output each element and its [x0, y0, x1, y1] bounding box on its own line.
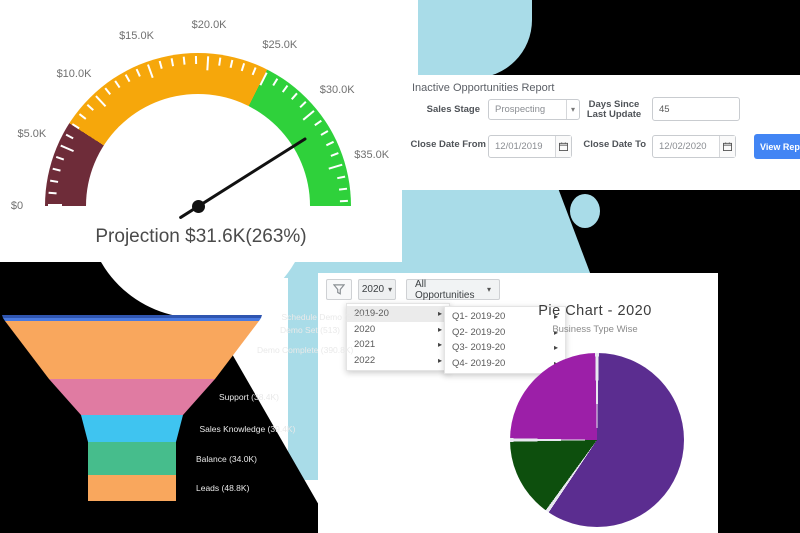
submenu-arrow-icon: ▸ [437, 355, 442, 365]
days-since-last-update-input[interactable] [652, 97, 740, 121]
chevron-down-icon: ▾ [388, 285, 393, 294]
opportunities-panel: 2020 ▾ All Opportunities ▾ 2019-20 ▸ 2020 ▸… [318, 273, 718, 533]
funnel-stage [88, 442, 176, 475]
gauge-tick-label: $10.0K [56, 68, 92, 81]
close-date-to-value: 12/02/2020 [659, 141, 707, 152]
days-since-last-update-label: Days Since Last Update [586, 99, 642, 120]
funnel-stage-label: Sales Knowledge (39.4K) [199, 423, 296, 434]
year-menu-item[interactable]: 2022 ▸ [347, 353, 449, 369]
year-menu-item-label: 2021 [354, 339, 376, 351]
year-dropdown-button[interactable]: 2020 ▾ [358, 279, 396, 300]
calendar-icon[interactable] [719, 136, 735, 157]
quarter-menu: Q1- 2019-20 ▸ Q2- 2019-20 ▸ Q3- 2019-20 ▸ Q4- … [444, 306, 566, 374]
pie-subtitle: Business Type Wise [552, 324, 638, 335]
year-menu-item[interactable]: 2020 ▸ [347, 322, 449, 338]
sales-stage-value: Prospecting [495, 104, 546, 115]
funnel-stage-label: Support (38.4K) [219, 392, 280, 402]
filter-icon [333, 284, 345, 295]
gauge-tick [194, 55, 198, 65]
close-date-from-value: 12/01/2019 [495, 141, 543, 152]
submenu-arrow-icon: ▸ [437, 309, 442, 319]
funnel-stage-label: Demo Complete (390.8K) [257, 345, 354, 355]
pie-chart [510, 353, 684, 527]
quarter-menu-item[interactable]: Q2- 2019-20 ▸ [445, 325, 565, 341]
gauge-tick-label: $25.0K [262, 38, 298, 51]
submenu-arrow-icon: ▸ [553, 312, 558, 322]
quarter-menu-item[interactable]: Q3- 2019-20 ▸ [445, 340, 565, 356]
gauge-panel: $0 $5.0K $10.0K $15.0K $20.0K $25.0K $30.0K $35… [0, 0, 402, 359]
quarter-menu-item-label: Q3- 2019-20 [452, 342, 506, 354]
quarter-menu-item[interactable]: Q1- 2019-20 ▸ [445, 309, 565, 325]
close-date-to-input[interactable]: 12/02/2020 [652, 135, 736, 158]
report-title: Inactive Opportunities Report [412, 82, 555, 94]
close-date-from-label: Close Date From [410, 139, 487, 150]
year-menu-item-label: 2019-20 [354, 308, 389, 320]
quarter-menu-item-label: Q4- 2019-20 [452, 357, 506, 369]
gauge-tick-label: $15.0K [119, 29, 154, 42]
funnel-stage [81, 415, 183, 442]
pie-title: Pie Chart - 2020 [538, 303, 652, 319]
filter-button[interactable] [326, 279, 352, 300]
chevron-down-icon: ▾ [565, 100, 579, 119]
close-date-to-label: Close Date To [583, 139, 646, 150]
submenu-arrow-icon: ▸ [553, 343, 558, 353]
submenu-arrow-icon: ▸ [437, 340, 442, 350]
funnel-stage [88, 475, 176, 501]
funnel-stage-label: Schedule Demo (54.9K) [281, 311, 373, 322]
gauge-tick-label: $35.0K [354, 149, 390, 161]
gauge-title: Projection $31.6K(263%) [95, 226, 307, 247]
funnel-stage-label: Balance (34.0K) [196, 453, 257, 464]
submenu-arrow-icon: ▸ [437, 324, 442, 334]
gauge-tick [339, 199, 348, 203]
quarter-menu-item-label: Q1- 2019-20 [452, 311, 506, 323]
all-opportunities-label: All Opportunities [415, 278, 475, 301]
funnel-stage [5, 321, 259, 379]
funnel-stage [3, 318, 261, 321]
gauge-tick-label: $0 [10, 200, 24, 212]
view-report-button[interactable]: View Report [754, 134, 800, 159]
sales-stage-select[interactable]: Prospecting ▾ [488, 99, 580, 120]
year-menu: 2019-20 ▸ 2020 ▸ 2021 ▸ 2022 ▸ [346, 303, 450, 371]
report-panel: Inactive Opportunities Report Sales Stag… [402, 75, 800, 190]
funnel-chart: Schedule Demo (54.9K) Demo Set (513) Demo … [2, 312, 372, 515]
sales-stage-label: Sales Stage [426, 104, 480, 115]
year-menu-item[interactable]: 2021 ▸ [347, 337, 449, 353]
gauge-bottom-cover [0, 206, 402, 262]
quarter-menu-item-label: Q2- 2019-20 [452, 326, 506, 338]
year-dropdown-label: 2020 [361, 284, 385, 295]
funnel-stage [49, 379, 215, 415]
year-menu-item-label: 2022 [354, 354, 376, 366]
gauge-tick-label: $20.0K [191, 19, 227, 32]
background-black-shape-bottom-right [718, 273, 800, 533]
gauge-tick-label: $30.0K [319, 84, 355, 97]
background-blob-dot [570, 194, 600, 228]
gauge-tick-label: $5.0K [17, 128, 47, 141]
gauge-needle-pivot [191, 199, 205, 213]
year-menu-item-label: 2020 [354, 323, 376, 335]
funnel-stage [2, 315, 262, 318]
funnel-stage-label: Leads (48.8K) [196, 483, 250, 493]
year-menu-item[interactable]: 2019-20 ▸ [347, 306, 449, 322]
all-opportunities-dropdown[interactable]: All Opportunities ▾ [406, 278, 500, 301]
chevron-down-icon: ▾ [486, 285, 491, 294]
submenu-arrow-icon: ▸ [553, 327, 558, 337]
funnel-stage-label: Demo Set (513) [280, 324, 340, 335]
gauge-chart: $0 $5.0K $10.0K $15.0K $20.0K $25.0K $30.0K $35… [0, 0, 402, 359]
close-date-from-input[interactable]: 12/01/2019 [488, 135, 572, 158]
calendar-icon[interactable] [555, 136, 571, 157]
